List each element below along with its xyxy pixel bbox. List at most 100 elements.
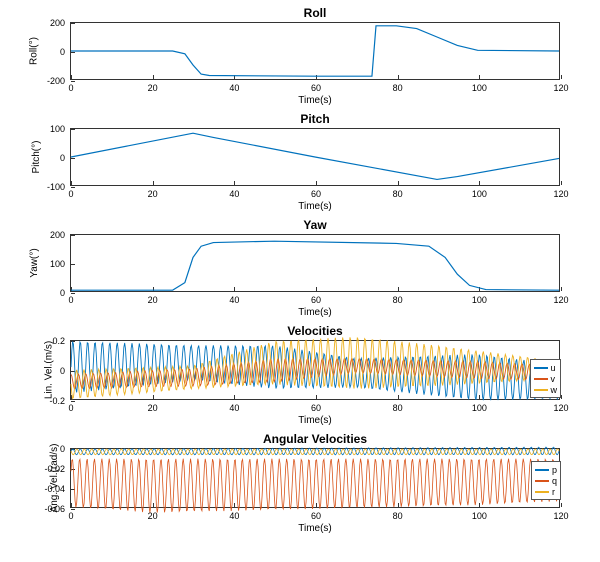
chart-title: Pitch bbox=[70, 112, 560, 126]
xtick-label: 0 bbox=[68, 511, 73, 521]
ytick-label: 0 bbox=[60, 153, 65, 163]
legend-item: q bbox=[535, 475, 557, 486]
plot-area: 0100200020406080100120 bbox=[70, 234, 560, 292]
xtick-label: 60 bbox=[311, 83, 321, 93]
chart-title: Velocities bbox=[70, 324, 560, 338]
ytick-label: 200 bbox=[50, 230, 65, 240]
panel-yaw: Yaw0100200020406080100120Yaw(°)Time(s) bbox=[70, 234, 560, 292]
series-roll bbox=[71, 26, 559, 76]
series-q bbox=[71, 459, 559, 513]
xtick-label: 40 bbox=[229, 511, 239, 521]
panel-pitch: Pitch-1000100020406080100120Pitch(°)Time… bbox=[70, 128, 560, 186]
ytick-label: 0 bbox=[60, 47, 65, 57]
xtick-label: 120 bbox=[553, 403, 568, 413]
xtick-label: 20 bbox=[148, 511, 158, 521]
ylabel: Yaw(°) bbox=[29, 248, 40, 277]
xtick-label: 80 bbox=[393, 403, 403, 413]
panel-angvel: Angular Velocities-0.06-0.04-0.020020406… bbox=[70, 448, 560, 508]
legend-item: w bbox=[534, 384, 558, 395]
ytick-label: 100 bbox=[50, 259, 65, 269]
series-svg bbox=[71, 23, 559, 79]
chart-title: Roll bbox=[70, 6, 560, 20]
series-yaw bbox=[71, 241, 559, 290]
xtick-label: 0 bbox=[68, 83, 73, 93]
xtick-label: 40 bbox=[229, 83, 239, 93]
legend-item: u bbox=[534, 362, 558, 373]
xlabel: Time(s) bbox=[70, 307, 560, 318]
xtick-label: 80 bbox=[393, 189, 403, 199]
figure-root: Roll-2000200020406080100120Roll(°)Time(s… bbox=[0, 0, 600, 562]
xtick-label: 0 bbox=[68, 295, 73, 305]
panel-vel: Velocities-0.200.2020406080100120uvwLin.… bbox=[70, 340, 560, 400]
legend-label: w bbox=[551, 385, 558, 395]
xlabel: Time(s) bbox=[70, 201, 560, 212]
xtick-label: 60 bbox=[311, 189, 321, 199]
legend-swatch bbox=[534, 378, 548, 380]
xtick-label: 20 bbox=[148, 83, 158, 93]
legend-item: p bbox=[535, 464, 557, 475]
xlabel: Time(s) bbox=[70, 415, 560, 426]
legend-swatch bbox=[535, 469, 549, 471]
chart-title: Yaw bbox=[70, 218, 560, 232]
ylabel: Pitch(°) bbox=[31, 141, 42, 174]
xtick-label: 100 bbox=[472, 511, 487, 521]
xtick-label: 40 bbox=[229, 403, 239, 413]
ytick-label: 0 bbox=[60, 444, 65, 454]
xtick-label: 60 bbox=[311, 511, 321, 521]
plot-area: -0.200.2020406080100120uvw bbox=[70, 340, 560, 400]
xtick-label: 80 bbox=[393, 83, 403, 93]
xtick-label: 120 bbox=[553, 83, 568, 93]
legend-swatch bbox=[534, 389, 548, 391]
panel-roll: Roll-2000200020406080100120Roll(°)Time(s… bbox=[70, 22, 560, 80]
xlabel: Time(s) bbox=[70, 95, 560, 106]
ytick-label: 0 bbox=[60, 288, 65, 298]
xtick-label: 120 bbox=[553, 295, 568, 305]
xtick-label: 100 bbox=[472, 295, 487, 305]
ytick-label: 0 bbox=[60, 366, 65, 376]
xtick-label: 80 bbox=[393, 295, 403, 305]
plot-area: -0.06-0.04-0.020020406080100120pqr bbox=[70, 448, 560, 508]
legend-label: v bbox=[551, 374, 556, 384]
xtick-label: 60 bbox=[311, 403, 321, 413]
series-pitch bbox=[71, 133, 559, 179]
legend-label: p bbox=[552, 465, 557, 475]
ylabel: Lin. Vel.(m/s) bbox=[44, 341, 55, 399]
xtick-label: 20 bbox=[148, 295, 158, 305]
ylabel: Roll(°) bbox=[28, 37, 39, 65]
xtick-label: 20 bbox=[148, 403, 158, 413]
xlabel: Time(s) bbox=[70, 523, 560, 534]
xtick-label: 120 bbox=[553, 189, 568, 199]
chart-title: Angular Velocities bbox=[70, 432, 560, 446]
series-svg bbox=[71, 341, 559, 399]
legend-label: u bbox=[551, 363, 556, 373]
xtick-label: 20 bbox=[148, 189, 158, 199]
ytick-label: 100 bbox=[50, 124, 65, 134]
legend-swatch bbox=[535, 480, 549, 482]
legend-label: r bbox=[552, 487, 555, 497]
xtick-label: 120 bbox=[553, 511, 568, 521]
plot-area: -2000200020406080100120 bbox=[70, 22, 560, 80]
legend: uvw bbox=[530, 359, 562, 398]
legend-item: v bbox=[534, 373, 558, 384]
xtick-label: 100 bbox=[472, 189, 487, 199]
series-svg bbox=[71, 129, 559, 185]
legend-item: r bbox=[535, 486, 557, 497]
series-svg bbox=[71, 235, 559, 291]
xtick-label: 40 bbox=[229, 189, 239, 199]
xtick-label: 100 bbox=[472, 403, 487, 413]
legend-label: q bbox=[552, 476, 557, 486]
xtick-label: 80 bbox=[393, 511, 403, 521]
ytick-label: -200 bbox=[47, 76, 65, 86]
ytick-label: -100 bbox=[47, 182, 65, 192]
xtick-label: 0 bbox=[68, 189, 73, 199]
xtick-label: 40 bbox=[229, 295, 239, 305]
legend-swatch bbox=[534, 367, 548, 369]
ytick-label: 200 bbox=[50, 18, 65, 28]
plot-area: -1000100020406080100120 bbox=[70, 128, 560, 186]
series-svg bbox=[71, 449, 559, 507]
xtick-label: 100 bbox=[472, 83, 487, 93]
xtick-label: 0 bbox=[68, 403, 73, 413]
legend: pqr bbox=[531, 461, 561, 500]
legend-swatch bbox=[535, 491, 549, 493]
xtick-label: 60 bbox=[311, 295, 321, 305]
